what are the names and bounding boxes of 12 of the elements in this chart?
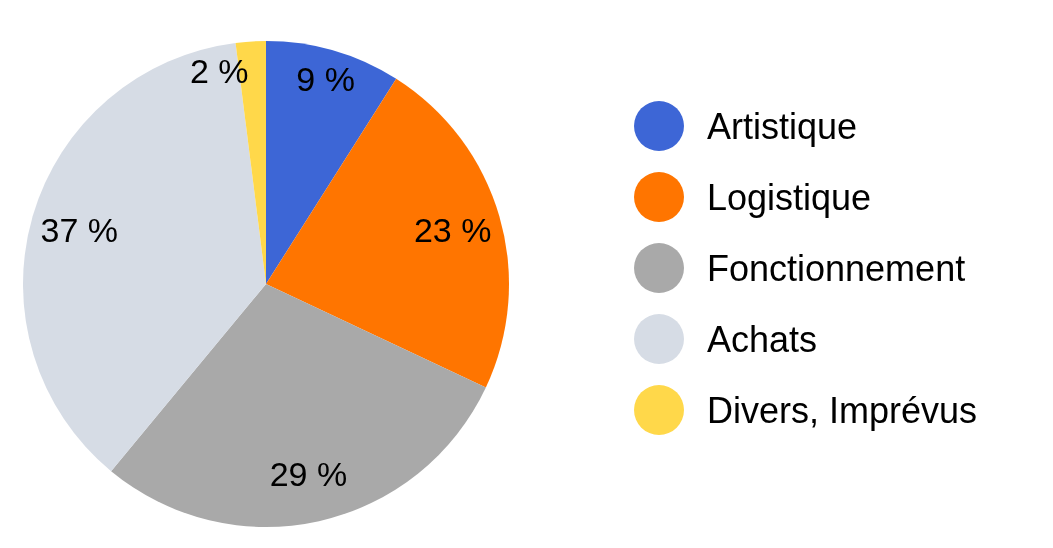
legend-label: Logistique [707, 176, 872, 218]
data-label: 29 % [269, 454, 348, 493]
legend-label: Fonctionnement [707, 247, 966, 289]
data-label: 23 % [413, 210, 492, 249]
data-label: 37 % [40, 210, 119, 249]
pie-slice [266, 41, 397, 284]
legend-label: Artistique [707, 105, 858, 147]
data-label: 9 % [296, 59, 355, 98]
legend-label: Achats [707, 318, 818, 360]
pie-slice [23, 42, 266, 472]
pie-slice [111, 284, 486, 527]
legend-label: Divers, Imprévus [707, 389, 978, 431]
